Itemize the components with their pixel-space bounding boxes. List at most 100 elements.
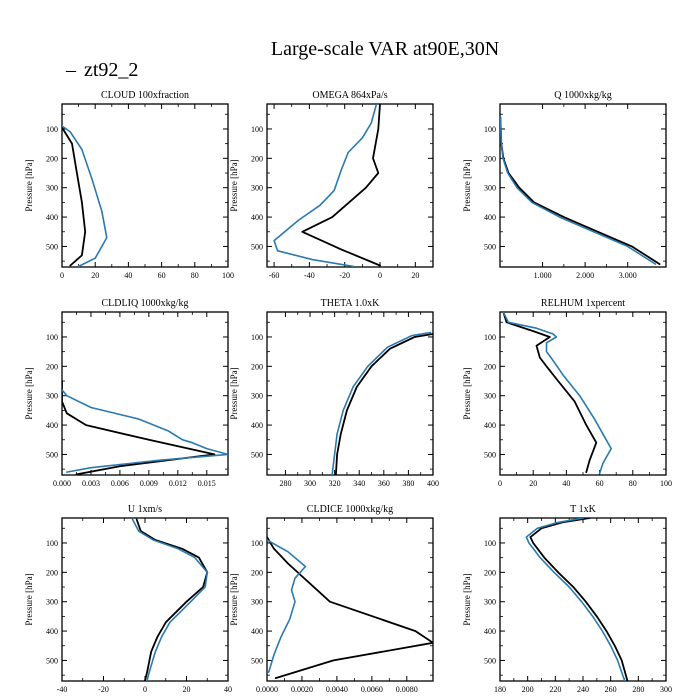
y-tick-label: 200 <box>484 362 496 371</box>
y-axis-label: Pressure [hPa] <box>462 573 472 625</box>
y-axis-label: Pressure [hPa] <box>229 159 239 211</box>
x-tick-label: 0.000 <box>53 479 71 488</box>
series-line-reference <box>62 126 87 267</box>
x-tick-label: 0.012 <box>169 479 187 488</box>
plot-frame <box>61 103 229 268</box>
y-tick-label: 300 <box>251 184 263 193</box>
y-tick-label: 400 <box>484 213 496 222</box>
y-tick-label: 500 <box>484 450 496 459</box>
y-tick-label: 500 <box>251 242 263 251</box>
series-line-reference <box>267 536 433 679</box>
x-tick-label: 200 <box>522 685 534 694</box>
y-tick-label: 400 <box>484 421 496 430</box>
x-tick-label: 300 <box>660 685 672 694</box>
y-tick-label: 200 <box>46 568 58 577</box>
x-tick-label: 100 <box>660 479 672 488</box>
x-tick-label: 80 <box>191 271 199 280</box>
x-tick-label: 0.0040 <box>326 685 348 694</box>
y-tick-label: 300 <box>251 598 263 607</box>
panel-4: THETA 1.0xK Pressure [hPa] 100 200 300 400 500… <box>229 298 439 488</box>
y-axis-label: Pressure [hPa] <box>24 159 34 211</box>
y-tick-label: 200 <box>46 362 58 371</box>
x-tick-label: 0.003 <box>82 479 100 488</box>
x-tick-label: 0.006 <box>111 479 129 488</box>
series-line-reference <box>502 312 598 473</box>
series-line-reference <box>335 333 433 475</box>
panel-title: CLDLIQ 1000xkg/kg <box>102 298 189 309</box>
series-line-zt92-2 <box>525 518 626 681</box>
x-tick-label: 60 <box>158 271 166 280</box>
y-tick-label: 500 <box>251 656 263 665</box>
y-tick-label: 300 <box>484 598 496 607</box>
y-tick-label: 200 <box>484 568 496 577</box>
x-tick-label: 280 <box>632 685 644 694</box>
x-tick-label: 0.015 <box>198 479 216 488</box>
x-tick-label: 240 <box>577 685 589 694</box>
y-tick-label: 100 <box>484 125 496 134</box>
y-tick-label: 500 <box>46 656 58 665</box>
series-line-zt92-2 <box>502 312 612 475</box>
x-tick-label: 380 <box>402 479 414 488</box>
x-tick-label: 40 <box>124 271 132 280</box>
x-tick-label: -40 <box>57 685 68 694</box>
series-line-zt92-2 <box>267 539 307 673</box>
y-tick-label: 300 <box>251 392 263 401</box>
plot-frame <box>266 103 434 268</box>
x-tick-label: 0 <box>143 685 147 694</box>
series-line-zt92-2 <box>273 104 378 267</box>
x-tick-label: 20 <box>91 271 99 280</box>
x-tick-label: 360 <box>378 479 390 488</box>
series-line-zt92-2 <box>500 116 657 265</box>
series-line-reference <box>529 518 629 681</box>
x-tick-label: 0 <box>498 479 502 488</box>
y-tick-label: 100 <box>251 539 263 548</box>
x-tick-label: 300 <box>304 479 316 488</box>
y-tick-label: 500 <box>46 242 58 251</box>
y-tick-label: 300 <box>46 392 58 401</box>
x-tick-label: 20 <box>529 479 537 488</box>
x-tick-label: 0.0080 <box>396 685 418 694</box>
panel-8: T 1xK Pressure [hPa] 100 200 300 400 500 180 200… <box>462 504 672 694</box>
x-tick-label: 340 <box>353 479 365 488</box>
y-axis-label: Pressure [hPa] <box>229 367 239 419</box>
legend-label: zt92_2 <box>84 59 138 81</box>
x-tick-label: 3.000 <box>619 271 637 280</box>
series-line-reference <box>500 116 661 265</box>
y-tick-label: 100 <box>251 333 263 342</box>
figure-legend: – zt92_2 <box>65 59 138 81</box>
y-tick-label: 200 <box>46 154 58 163</box>
y-tick-label: 100 <box>46 333 58 342</box>
y-tick-label: 400 <box>484 627 496 636</box>
y-tick-label: 400 <box>46 421 58 430</box>
y-tick-label: 100 <box>484 333 496 342</box>
x-tick-label: 220 <box>549 685 561 694</box>
x-tick-label: 80 <box>629 479 637 488</box>
series-line-zt92-2 <box>62 389 228 473</box>
panel-title: THETA 1.0xK <box>321 298 380 309</box>
y-tick-label: 100 <box>46 125 58 134</box>
y-tick-label: 300 <box>46 598 58 607</box>
y-tick-label: 200 <box>251 154 263 163</box>
plot-frame <box>499 103 667 268</box>
y-tick-label: 200 <box>484 154 496 163</box>
x-tick-label: 20 <box>183 685 191 694</box>
panel-title: U 1xm/s <box>128 504 162 515</box>
series-line-zt92-2 <box>62 125 108 267</box>
x-tick-label: 20 <box>411 271 419 280</box>
x-tick-label: -40 <box>304 271 315 280</box>
x-tick-label: 0.0020 <box>291 685 313 694</box>
panel-3: CLDLIQ 1000xkg/kg Pressure [hPa] 100 200 300… <box>24 298 229 488</box>
y-tick-label: 100 <box>251 125 263 134</box>
y-axis-label: Pressure [hPa] <box>462 367 472 419</box>
x-tick-label: -20 <box>339 271 350 280</box>
panel-title: Q 1000xkg/kg <box>554 90 612 101</box>
x-tick-label: 2.000 <box>576 271 594 280</box>
plot-frame <box>499 311 667 476</box>
series-line-reference <box>135 518 209 681</box>
y-axis-label: Pressure [hPa] <box>229 573 239 625</box>
